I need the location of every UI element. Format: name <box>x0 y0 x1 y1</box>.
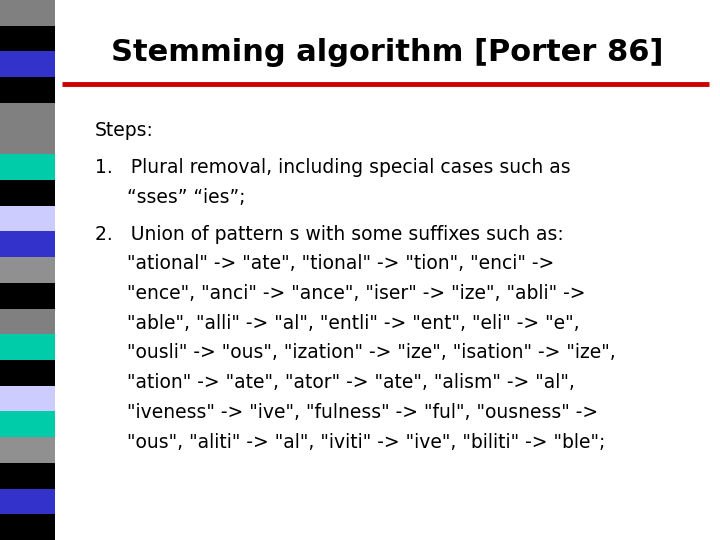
Text: Steps:: Steps: <box>94 122 153 140</box>
Text: "iveness" -> "ive", "fulness" -> "ful", "ousness" ->: "iveness" -> "ive", "fulness" -> "ful", … <box>127 403 598 422</box>
Text: "ous", "aliti" -> "al", "iviti" -> "ive", "biliti" -> "ble";: "ous", "aliti" -> "al", "iviti" -> "ive"… <box>127 433 606 451</box>
Text: 1.   Plural removal, including special cases such as: 1. Plural removal, including special cas… <box>94 158 570 177</box>
Text: "ence", "anci" -> "ance", "iser" -> "ize", "abli" ->: "ence", "anci" -> "ance", "iser" -> "ize… <box>127 284 585 303</box>
Text: "able", "alli" -> "al", "entli" -> "ent", "eli" -> "e",: "able", "alli" -> "al", "entli" -> "ent"… <box>127 314 580 333</box>
Text: "ational" -> "ate", "tional" -> "tion", "enci" ->: "ational" -> "ate", "tional" -> "tion", … <box>127 254 554 273</box>
Text: 2.   Union of pattern s with some suffixes such as:: 2. Union of pattern s with some suffixes… <box>94 225 563 244</box>
Text: Stemming algorithm [Porter 86]: Stemming algorithm [Porter 86] <box>112 38 664 67</box>
Text: "ation" -> "ate", "ator" -> "ate", "alism" -> "al",: "ation" -> "ate", "ator" -> "ate", "alis… <box>127 373 575 392</box>
Text: “sses” “ies”;: “sses” “ies”; <box>127 188 246 207</box>
Text: "ousli" -> "ous", "ization" -> "ize", "isation" -> "ize",: "ousli" -> "ous", "ization" -> "ize", "i… <box>127 343 616 362</box>
